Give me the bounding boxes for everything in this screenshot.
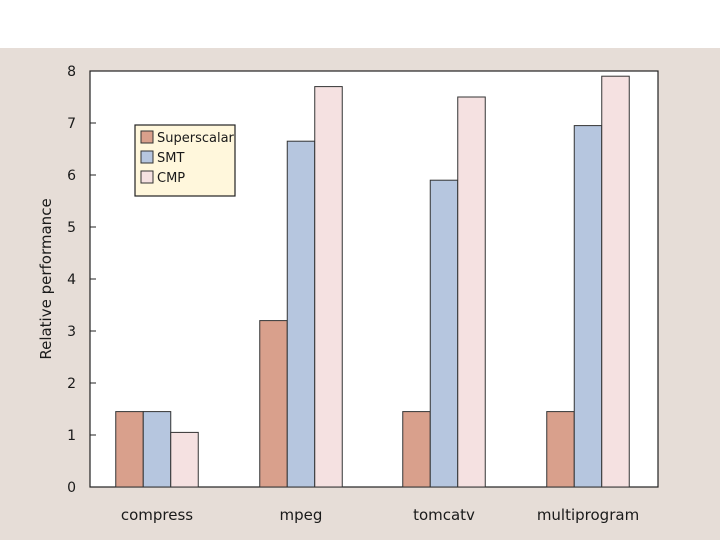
y-tick-label: 8 xyxy=(67,64,76,80)
bar-smt-multiprogram xyxy=(573,125,603,488)
legend-label-cmp: CMP xyxy=(157,171,185,186)
legend-swatch-cmp xyxy=(140,170,154,184)
y-tick-label: 1 xyxy=(67,428,76,444)
bar-superscalar-multiprogram xyxy=(546,411,575,488)
bar-superscalar-mpeg xyxy=(259,320,288,488)
legend: Superscalar SMT CMP xyxy=(134,124,236,197)
bar-smt-mpeg xyxy=(286,140,316,488)
x-tick-label: multiprogram xyxy=(537,506,639,524)
legend-swatch-smt xyxy=(140,150,154,164)
legend-label-smt: SMT xyxy=(157,151,184,166)
bar-series-group xyxy=(115,75,630,488)
y-tick-label: 6 xyxy=(67,168,76,184)
bar-cmp-multiprogram xyxy=(601,75,630,488)
bar-cmp-tomcatv xyxy=(457,96,486,488)
y-tick-label: 0 xyxy=(67,480,76,496)
y-axis: 0 1 2 3 4 5 6 7 8 xyxy=(67,64,96,496)
bar-smt-tomcatv xyxy=(429,179,459,488)
bar-smt-compress xyxy=(142,411,172,488)
bar-superscalar-compress xyxy=(115,411,144,488)
x-tick-label: tomcatv xyxy=(413,506,475,524)
x-tick-label: compress xyxy=(121,506,193,524)
legend-label-superscalar: Superscalar xyxy=(157,131,235,146)
y-tick-label: 7 xyxy=(67,116,76,132)
y-tick-label: 4 xyxy=(67,272,76,288)
bar-superscalar-tomcatv xyxy=(402,411,431,488)
y-axis-label: Relative performance xyxy=(37,198,55,359)
y-tick-label: 2 xyxy=(67,376,76,392)
x-tick-label: mpeg xyxy=(280,506,323,524)
bar-cmp-mpeg xyxy=(314,86,343,488)
bar-cmp-compress xyxy=(170,431,199,488)
y-tick-label: 5 xyxy=(67,220,76,236)
x-axis: compress mpeg tomcatv multiprogram xyxy=(121,506,639,524)
legend-swatch-superscalar xyxy=(140,130,154,144)
y-tick-label: 3 xyxy=(67,324,76,340)
